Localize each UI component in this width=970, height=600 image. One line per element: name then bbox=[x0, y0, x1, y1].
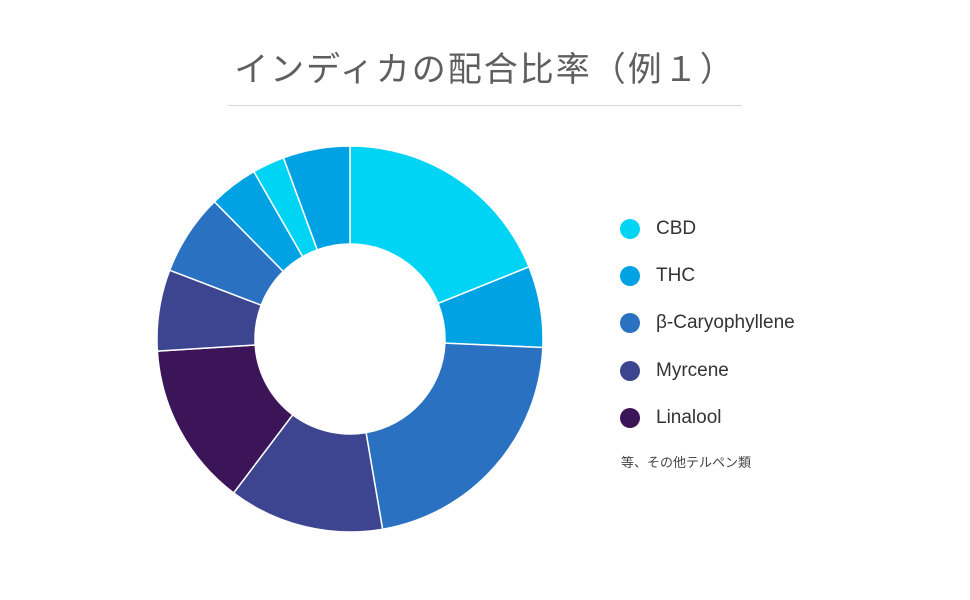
legend-item-thc: THC bbox=[620, 252, 795, 299]
legend: CBD THC β-Caryophyllene Myrcene Linalool bbox=[620, 205, 795, 441]
legend-swatch bbox=[620, 407, 640, 428]
donut-slice-10 bbox=[282, 145, 351, 251]
donut-slice-3 bbox=[365, 342, 544, 531]
legend-swatch bbox=[620, 313, 640, 334]
legend-label: Myrcene bbox=[656, 359, 729, 381]
donut-slice-1 bbox=[349, 145, 530, 305]
chart-footnote: 等、その他テルペン類 bbox=[621, 456, 752, 471]
legend-swatch bbox=[620, 218, 640, 239]
legend-item-linalool: Linalool bbox=[620, 394, 795, 441]
legend-swatch bbox=[620, 265, 640, 286]
legend-label: CBD bbox=[656, 217, 697, 239]
legend-item-cbd: CBD bbox=[620, 205, 795, 252]
legend-item-beta-caryophyllene: β-Caryophyllene bbox=[620, 300, 795, 347]
title-divider bbox=[228, 105, 742, 106]
legend-swatch bbox=[620, 360, 640, 381]
legend-label: THC bbox=[656, 264, 696, 286]
chart-title: インディカの配合比率（例１） bbox=[234, 50, 736, 90]
legend-item-myrcene: Myrcene bbox=[620, 347, 795, 394]
legend-label: Linalool bbox=[656, 406, 722, 428]
legend-label: β-Caryophyllene bbox=[656, 312, 795, 334]
